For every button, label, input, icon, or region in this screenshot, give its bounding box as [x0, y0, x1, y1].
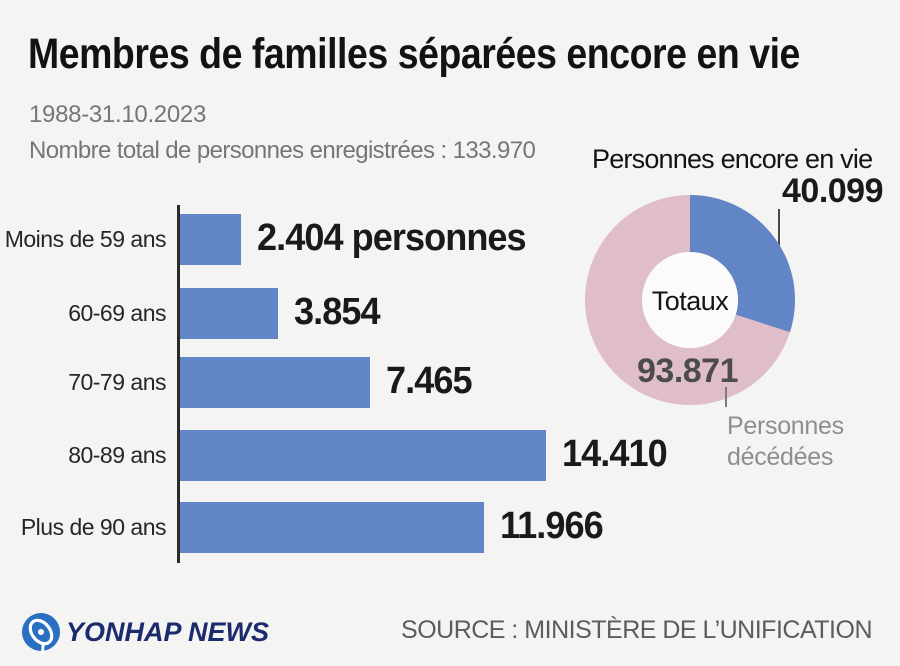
donut-center-label: Totaux [651, 286, 729, 316]
bar-value-label-4: 11.966 [500, 505, 604, 547]
bar-value-label-3: 14.410 [562, 433, 668, 475]
bar-value-label-2: 7.465 [386, 360, 473, 402]
age-bar-chart: Moins de 59 ans 2.404 personnes 60-69 ans 3… [4, 205, 668, 563]
yonhap-logo-icon [22, 613, 60, 654]
donut-dead-label: Personnes décédées [727, 411, 844, 473]
dead-leader-line [725, 387, 727, 407]
bar-value-label-1: 3.854 [294, 291, 381, 333]
bar-category-label-4: Plus de 90 ans [20, 514, 167, 540]
donut-chart [585, 195, 795, 405]
bar-0 [180, 214, 241, 265]
dead-label-line1: Personnes [727, 412, 844, 440]
bar-category-label-1: 60-69 ans [68, 300, 166, 326]
bar-1 [180, 288, 278, 339]
yonhap-logo-text: YONHAP NEWS [66, 617, 270, 647]
bar-2 [180, 357, 370, 408]
alive-leader-line [778, 209, 780, 258]
donut-alive-title: Personnes encore en vie [592, 144, 873, 174]
bar-4 [180, 502, 484, 553]
bar-category-label-2: 70-79 ans [68, 369, 166, 395]
bar-category-label-3: 80-89 ans [68, 442, 166, 468]
bar-value-label-0: 2.404 personnes [257, 217, 527, 259]
donut-dead-value: 93.871 [637, 352, 739, 390]
bar-category-label-0: Moins de 59 ans [4, 226, 167, 252]
donut-alive-slice [585, 195, 795, 405]
registered-total-subtitle: Nombre total de personnes enregistrées :… [29, 137, 536, 164]
donut-hole [642, 252, 738, 348]
donut-alive-value: 40.099 [782, 172, 884, 210]
source-credit: SOURCE : MINISTÈRE DE L’UNIFICATION [401, 616, 872, 644]
period-subtitle: 1988-31.10.2023 [29, 101, 207, 128]
page-title: Membres de familles séparées encore en v… [28, 30, 800, 78]
bar-chart-axis [177, 205, 180, 563]
bar-3 [180, 430, 546, 481]
dead-label-line2: décédées [727, 443, 834, 471]
